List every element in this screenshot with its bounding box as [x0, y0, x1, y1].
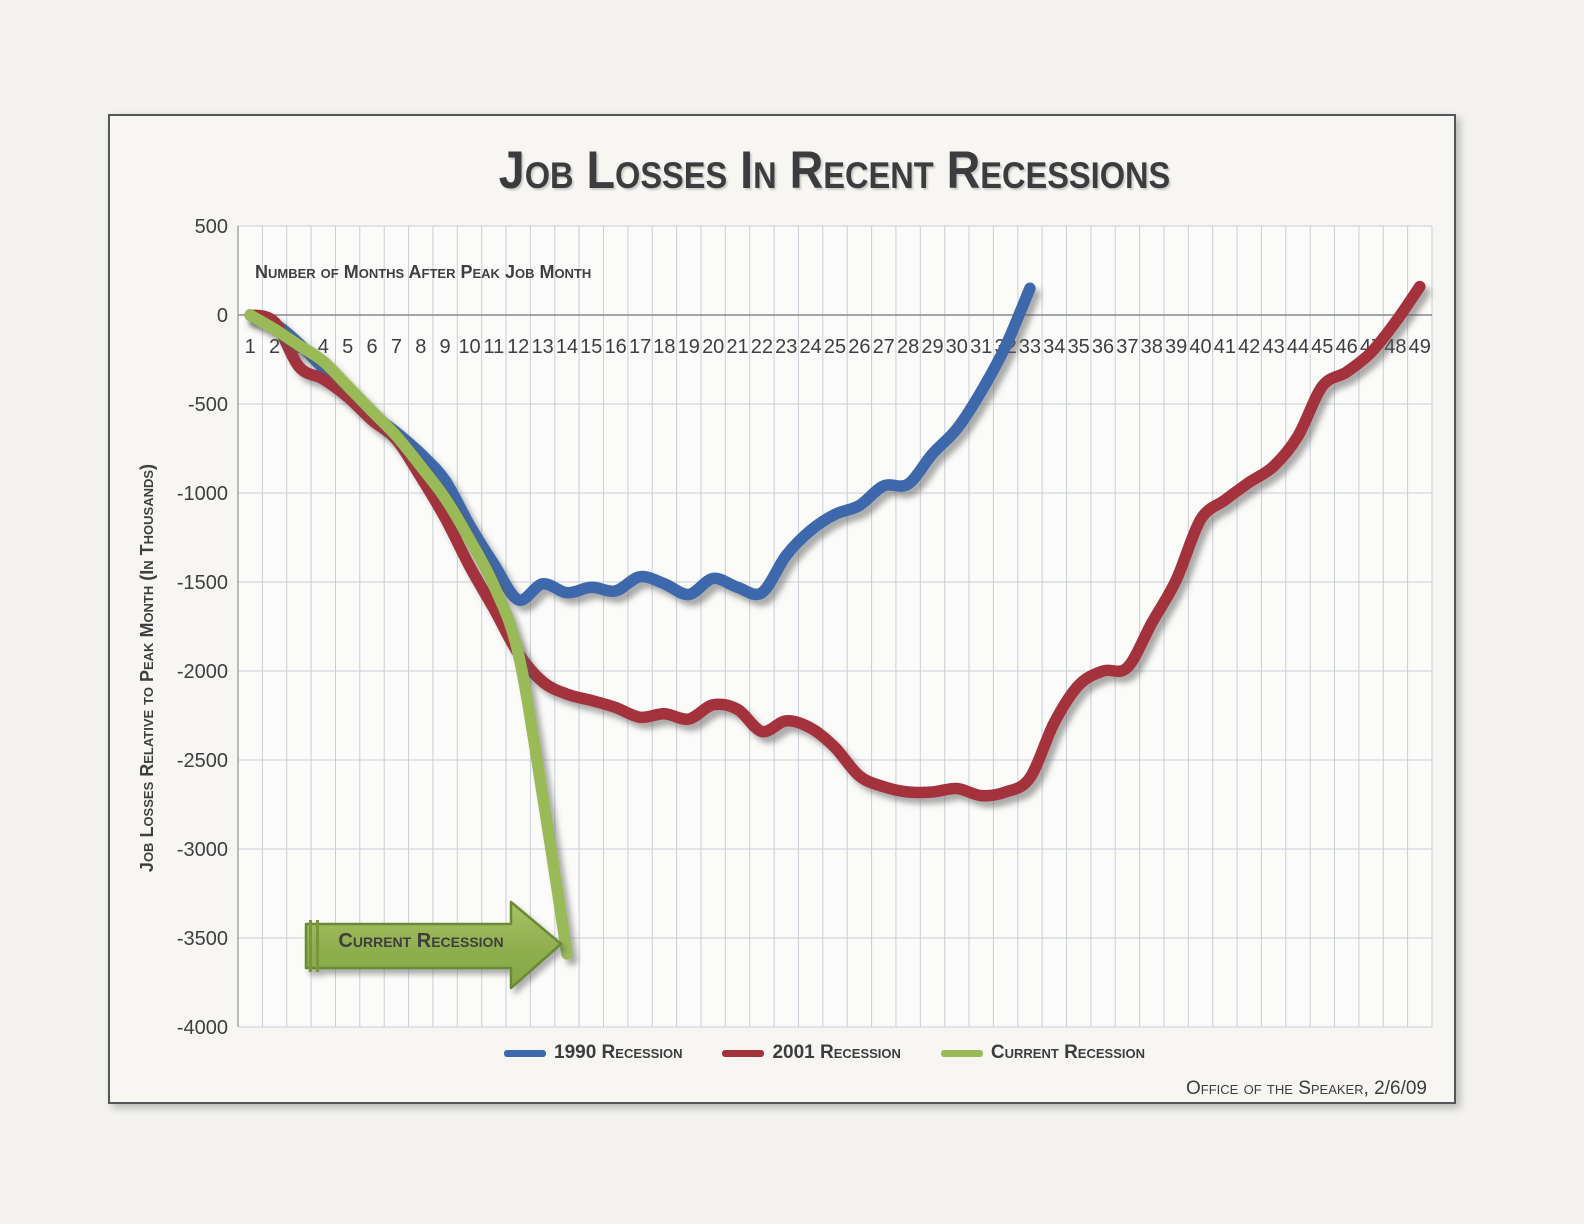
x-tick-label: 8 [415, 336, 426, 358]
series-line-2001-recession [244, 280, 1426, 802]
title-container: Job Losses In Recent Recessions [238, 140, 1432, 201]
legend-swatch-blue [504, 1049, 546, 1057]
x-tick-label: 15 [580, 336, 602, 358]
x-tick-label: 2 [269, 336, 280, 358]
source-attribution: Office of the Speaker, 2/6/09 [1185, 1078, 1427, 1099]
x-tick-label: 16 [605, 336, 627, 358]
x-tick-label: 25 [824, 336, 846, 358]
current-recession-annotation: Current Recession [296, 894, 568, 994]
y-axis-title: Job Losses Relative to Peak Month (In Th… [137, 463, 157, 873]
x-tick-label: 10 [458, 336, 480, 358]
x-tick-label: 22 [751, 336, 773, 358]
y-tick-label: 500 [195, 216, 228, 238]
chart-title: Job Losses In Recent Recessions [499, 141, 1171, 200]
x-tick-label: 36 [1092, 336, 1114, 358]
x-tick-label: 34 [1043, 336, 1065, 358]
x-tick-label: 5 [342, 336, 353, 358]
legend-swatch-green [940, 1049, 983, 1057]
x-tick-label: 18 [653, 336, 675, 358]
x-tick-label: 4 [318, 336, 329, 358]
x-tick-label: 30 [946, 336, 968, 358]
x-tick-label: 27 [873, 336, 895, 358]
x-axis-title: Number of Months After Peak Job Month [255, 262, 592, 282]
x-tick-label: 12 [507, 336, 529, 358]
y-tick-label: -500 [188, 394, 228, 416]
x-tick-label: 45 [1311, 336, 1333, 358]
y-tick-label: -3000 [177, 839, 228, 861]
x-tick-label: 28 [897, 336, 919, 358]
y-tick-label: -2000 [177, 661, 228, 683]
x-tick-label: 19 [678, 336, 700, 358]
x-tick-label: 38 [1141, 336, 1163, 358]
x-tick-label: 44 [1287, 336, 1309, 358]
x-tick-label: 41 [1214, 336, 1236, 358]
legend-item-1990: 1990 Recession [504, 1042, 682, 1064]
y-tick-label: -2500 [177, 750, 228, 772]
x-tick-label: 21 [726, 336, 748, 358]
x-tick-label: 9 [440, 336, 451, 358]
x-tick-label: 17 [629, 336, 651, 358]
y-tick-label: -4000 [177, 1017, 228, 1039]
x-tick-label: 29 [921, 336, 943, 358]
x-tick-label: 20 [702, 336, 724, 358]
x-tick-label: 23 [775, 336, 797, 358]
x-tick-label: 46 [1336, 336, 1358, 358]
x-tick-label: 24 [799, 336, 821, 358]
y-tick-label: -3500 [177, 928, 228, 950]
x-tick-label: 7 [391, 336, 402, 358]
block-arrow-icon [304, 900, 563, 990]
x-tick-label: 14 [556, 336, 578, 358]
x-tick-label: 43 [1262, 336, 1284, 358]
arrow-label: Current Recession [338, 930, 504, 952]
x-tick-label: 49 [1409, 336, 1431, 358]
x-tick-label: 13 [531, 336, 553, 358]
y-tick-label: 0 [217, 305, 228, 327]
x-tick-label: 31 [970, 336, 992, 358]
series-line-current-recession [244, 309, 573, 960]
legend-label: 1990 Recession [554, 1042, 683, 1063]
legend-swatch-red [722, 1049, 765, 1057]
x-tick-label: 35 [1068, 336, 1090, 358]
x-tick-label: 42 [1238, 336, 1260, 358]
x-tick-label: 11 [484, 336, 505, 358]
legend-label: Current Recession [990, 1042, 1145, 1063]
x-tick-label: 33 [1019, 336, 1041, 358]
x-tick-label: 26 [848, 336, 870, 358]
x-tick-label: 39 [1165, 336, 1187, 358]
plot-area [238, 226, 1432, 1027]
x-tick-label: 37 [1116, 336, 1138, 358]
legend-item-2001: 2001 Recession [722, 1042, 901, 1064]
x-tick-label: 40 [1189, 336, 1211, 358]
legend: 1990 Recession 2001 Recession Current Re… [238, 1038, 1432, 1068]
x-tick-label: 6 [366, 336, 377, 358]
x-tick-label: 48 [1384, 336, 1406, 358]
y-tick-label: -1000 [177, 483, 228, 505]
y-tick-label: -1500 [177, 572, 228, 594]
x-tick-label: 1 [245, 336, 256, 358]
legend-item-current: Current Recession [940, 1042, 1145, 1064]
legend-label: 2001 Recession [772, 1042, 901, 1063]
